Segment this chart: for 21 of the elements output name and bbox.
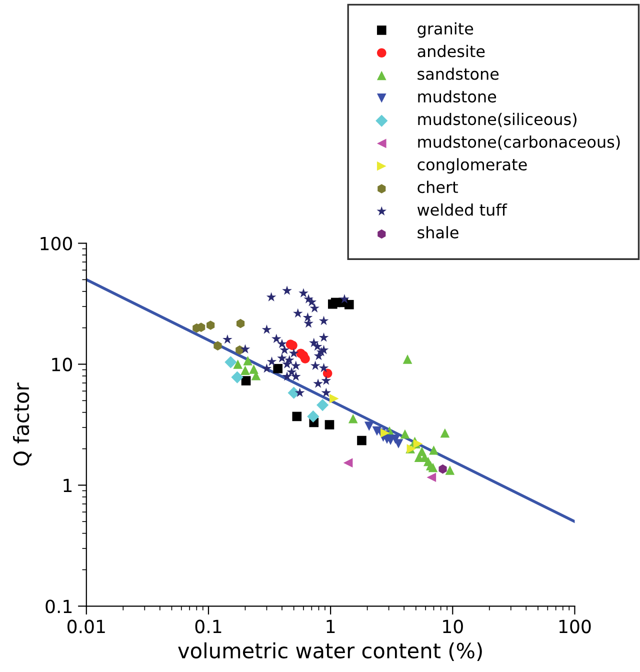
legend-label: sandstone bbox=[418, 68, 499, 80]
legend-label: mudstone(siliceous) bbox=[418, 112, 576, 128]
x-tick-label: 10 bbox=[443, 620, 463, 634]
legend-label: andesite bbox=[418, 44, 485, 58]
y-axis-title: Q factor bbox=[13, 382, 32, 466]
y-tick-label: 0.1 bbox=[46, 600, 72, 614]
legend-label: welded tuff bbox=[417, 203, 508, 216]
x-tick-label: 0.1 bbox=[195, 620, 222, 634]
x-tick-label: 100 bbox=[559, 620, 591, 634]
legend-label: mudstone bbox=[418, 90, 496, 103]
legend-label: chert bbox=[418, 180, 458, 194]
y-tick-label: 100 bbox=[40, 236, 72, 250]
x-axis-title: volumetric water content (%) bbox=[178, 642, 482, 661]
legend-label: shale bbox=[418, 226, 458, 238]
legend-label: mudstone(carbonaceous) bbox=[418, 136, 620, 150]
y-tick-label: 10 bbox=[52, 358, 72, 372]
y-tick-label: 1 bbox=[64, 478, 72, 492]
legend-label: granite bbox=[418, 22, 474, 38]
x-tick-label: 1 bbox=[326, 620, 335, 634]
x-tick-label: 0.01 bbox=[67, 620, 105, 634]
legend-label: conglomerate bbox=[418, 158, 527, 174]
